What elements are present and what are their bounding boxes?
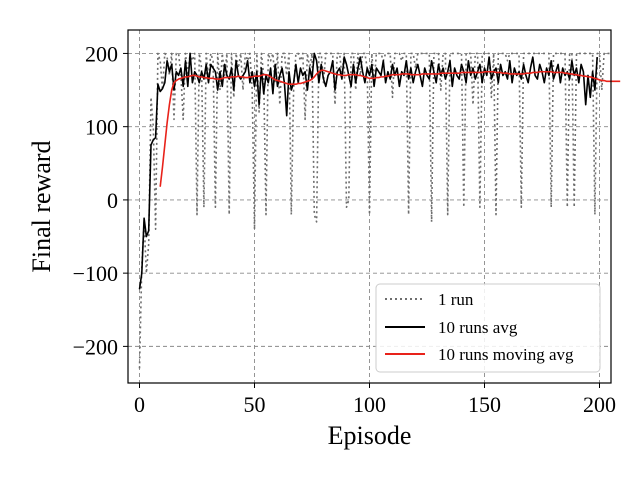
- y-tick-label: −100: [73, 261, 118, 286]
- y-tick-label: 100: [85, 115, 118, 140]
- y-axis-title: Final reward: [27, 140, 56, 272]
- series-line-10-runs-avg: [138, 52, 598, 290]
- x-tick-label: 0: [134, 392, 145, 417]
- legend: 1 run 10 runs avg 10 runs moving avg: [375, 283, 601, 373]
- x-axis-title: Episode: [328, 421, 412, 450]
- y-tick-label: 200: [85, 41, 118, 66]
- x-tick-label: 150: [468, 392, 501, 417]
- x-tick-label: 50: [244, 392, 266, 417]
- x-tick-label: 100: [353, 392, 386, 417]
- legend-label-1-run: 1 run: [438, 290, 474, 309]
- axis-ticks: 0 50 100 150 200 −200 −100 0 100 200: [73, 41, 616, 417]
- y-tick-label: −200: [73, 334, 118, 359]
- x-tick-label: 200: [583, 392, 616, 417]
- series-line-10-runs-moving-avg: [159, 69, 621, 187]
- y-tick-label: 0: [107, 188, 118, 213]
- legend-label-10-runs-moving-avg: 10 runs moving avg: [438, 345, 574, 364]
- legend-label-10-runs-avg: 10 runs avg: [438, 318, 518, 337]
- series-line-1-run: [138, 52, 611, 369]
- series-layer: [138, 52, 621, 369]
- legend-box: [375, 283, 601, 373]
